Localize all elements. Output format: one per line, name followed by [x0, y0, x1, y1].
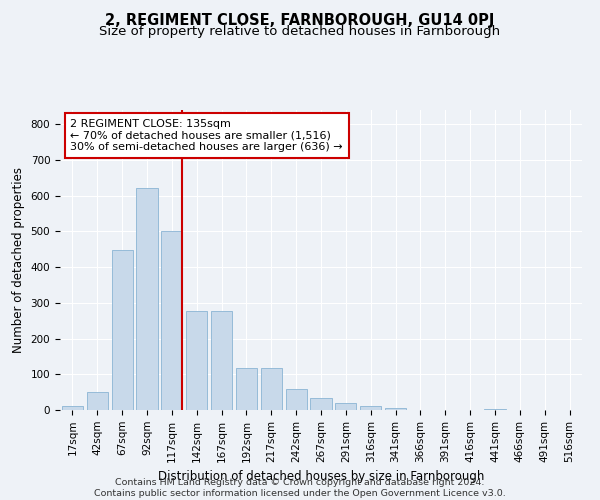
Text: 2, REGIMENT CLOSE, FARNBOROUGH, GU14 0PJ: 2, REGIMENT CLOSE, FARNBOROUGH, GU14 0PJ — [106, 12, 494, 28]
Text: Contains HM Land Registry data © Crown copyright and database right 2024.
Contai: Contains HM Land Registry data © Crown c… — [94, 478, 506, 498]
Bar — [62, 406, 83, 410]
Bar — [112, 250, 133, 410]
Bar — [286, 388, 307, 410]
Bar — [385, 408, 406, 410]
Text: 2 REGIMENT CLOSE: 135sqm
← 70% of detached houses are smaller (1,516)
30% of sem: 2 REGIMENT CLOSE: 135sqm ← 70% of detach… — [70, 119, 343, 152]
Bar — [484, 408, 506, 410]
X-axis label: Distribution of detached houses by size in Farnborough: Distribution of detached houses by size … — [158, 470, 484, 483]
Bar — [310, 398, 332, 410]
Bar — [335, 403, 356, 410]
Bar — [87, 392, 108, 410]
Bar — [261, 368, 282, 410]
Bar — [161, 232, 182, 410]
Text: Size of property relative to detached houses in Farnborough: Size of property relative to detached ho… — [100, 25, 500, 38]
Bar — [360, 406, 381, 410]
Y-axis label: Number of detached properties: Number of detached properties — [12, 167, 25, 353]
Bar — [186, 310, 207, 410]
Bar — [236, 368, 257, 410]
Bar — [136, 188, 158, 410]
Bar — [211, 310, 232, 410]
